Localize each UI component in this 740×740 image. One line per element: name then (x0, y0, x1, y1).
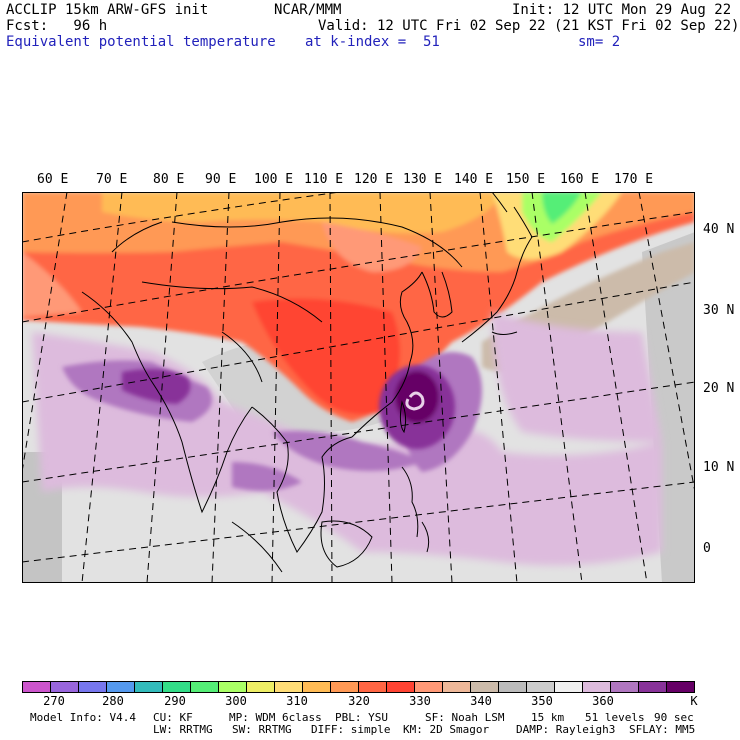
theta-e-map (22, 192, 695, 583)
colorbar-tick: 330 (409, 694, 431, 708)
colorbar-tick: 340 (470, 694, 492, 708)
center-label: NCAR/MMM (274, 2, 342, 18)
km-scheme: KM: 2D Smagor (403, 723, 490, 736)
colorbar-swatch (51, 682, 79, 692)
lon-label: 130 E (403, 172, 443, 187)
colorbar-swatch (135, 682, 163, 692)
colorbar-tick: 280 (102, 694, 124, 708)
level-label: at k-index = 51 (305, 34, 440, 50)
lon-label: 80 E (153, 172, 185, 187)
colorbar-swatch (611, 682, 639, 692)
colorbar-swatch (163, 682, 191, 692)
colorbar-swatch (79, 682, 107, 692)
colorbar (22, 681, 695, 693)
colorbar-unit: K (690, 694, 698, 708)
colorbar-swatch (107, 682, 135, 692)
lat-label: 0 (703, 541, 711, 556)
lon-label: 150 E (506, 172, 546, 187)
colorbar-tick: 270 (43, 694, 65, 708)
damping-scheme: DAMP: Rayleigh3 (516, 723, 616, 736)
surface-scheme: SF: Noah LSM (425, 711, 505, 724)
valid-time: Valid: 12 UTC Fri 02 Sep 22 (21 KST Fri … (318, 18, 740, 34)
colorbar-tick: 300 (225, 694, 247, 708)
colorbar-swatch (555, 682, 583, 692)
colorbar-swatch (527, 682, 555, 692)
colorbar-swatch (667, 682, 694, 692)
colorbar-swatch (443, 682, 471, 692)
lon-label: 140 E (454, 172, 494, 187)
lon-label: 170 E (614, 172, 654, 187)
resolution: 15 km (531, 711, 565, 724)
colorbar-swatch (471, 682, 499, 692)
smoothing-label: sm= 2 (578, 34, 621, 50)
microphysics-scheme: MP: WDM 6class (229, 711, 322, 724)
colorbar-swatch (415, 682, 443, 692)
model-title: ACCLIP 15km ARW-GFS init (6, 2, 209, 18)
colorbar-swatch (387, 682, 415, 692)
colorbar-tick: 350 (531, 694, 553, 708)
lon-label: 160 E (560, 172, 600, 187)
colorbar-swatch (359, 682, 387, 692)
cumulus-scheme: CU: KF (153, 711, 193, 724)
surface-layer-scheme: SFLAY: MM5 (629, 723, 696, 736)
pbl-scheme: PBL: YSU (335, 711, 388, 724)
lat-label: 20 N (703, 381, 735, 396)
forecast-hour: Fcst: 96 h (6, 18, 108, 34)
model-info: Model Info: V4.4 (30, 711, 136, 724)
colorbar-tick: 360 (592, 694, 614, 708)
init-time: Init: 12 UTC Mon 29 Aug 22 (512, 2, 732, 18)
colorbar-tick: 320 (348, 694, 370, 708)
colorbar-swatch (499, 682, 527, 692)
colorbar-tick: 310 (286, 694, 308, 708)
lat-label: 40 N (703, 222, 735, 237)
longwave-scheme: LW: RRTMG (153, 723, 213, 736)
lon-label: 70 E (96, 172, 128, 187)
lon-label: 100 E (254, 172, 294, 187)
vertical-levels: 51 levels (585, 711, 645, 724)
lon-label: 120 E (354, 172, 394, 187)
lat-label: 10 N (703, 460, 735, 475)
lon-label: 90 E (205, 172, 237, 187)
field-name: Equivalent potential temperature (6, 34, 276, 50)
colorbar-swatch (219, 682, 247, 692)
colorbar-swatch (303, 682, 331, 692)
timestep: 90 sec (654, 711, 694, 724)
colorbar-tick: 290 (164, 694, 186, 708)
colorbar-swatch (639, 682, 667, 692)
diffusion-scheme: DIFF: simple (311, 723, 391, 736)
colorbar-swatch (331, 682, 359, 692)
colorbar-swatch (275, 682, 303, 692)
lat-label: 30 N (703, 303, 735, 318)
colorbar-swatch (23, 682, 51, 692)
shortwave-scheme: SW: RRTMG (232, 723, 292, 736)
colorbar-swatch (247, 682, 275, 692)
colorbar-swatch (191, 682, 219, 692)
lon-label: 60 E (37, 172, 69, 187)
colorbar-swatch (583, 682, 611, 692)
lon-label: 110 E (304, 172, 344, 187)
